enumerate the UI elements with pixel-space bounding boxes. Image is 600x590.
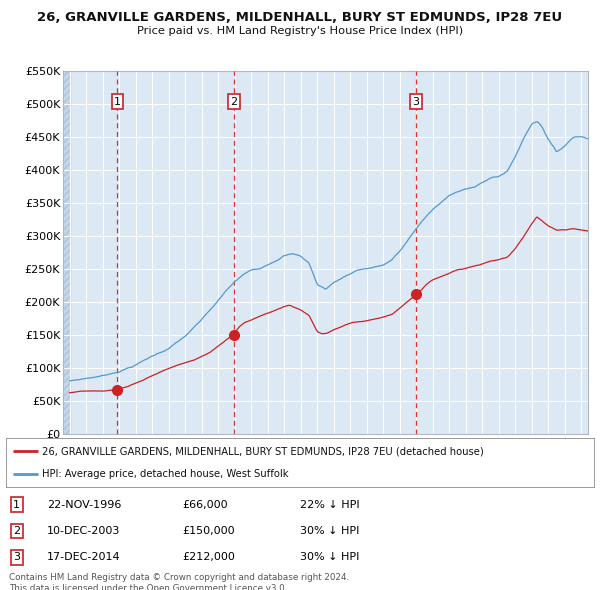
Text: Contains HM Land Registry data © Crown copyright and database right 2024.
This d: Contains HM Land Registry data © Crown c… <box>9 573 349 590</box>
Text: 30% ↓ HPI: 30% ↓ HPI <box>300 526 359 536</box>
Text: 1: 1 <box>13 500 20 510</box>
Text: 26, GRANVILLE GARDENS, MILDENHALL, BURY ST EDMUNDS, IP28 7EU (detached house): 26, GRANVILLE GARDENS, MILDENHALL, BURY … <box>43 447 484 457</box>
Text: 30% ↓ HPI: 30% ↓ HPI <box>300 552 359 562</box>
Text: 3: 3 <box>13 552 20 562</box>
Text: 1: 1 <box>114 97 121 107</box>
Text: 22% ↓ HPI: 22% ↓ HPI <box>300 500 359 510</box>
Text: £212,000: £212,000 <box>182 552 235 562</box>
Text: Price paid vs. HM Land Registry's House Price Index (HPI): Price paid vs. HM Land Registry's House … <box>137 26 463 36</box>
Text: HPI: Average price, detached house, West Suffolk: HPI: Average price, detached house, West… <box>43 468 289 478</box>
Text: 2: 2 <box>13 526 20 536</box>
Bar <box>63 71 71 434</box>
Text: £150,000: £150,000 <box>182 526 235 536</box>
Text: 2: 2 <box>230 97 238 107</box>
Text: 22-NOV-1996: 22-NOV-1996 <box>47 500 122 510</box>
Text: 17-DEC-2014: 17-DEC-2014 <box>47 552 121 562</box>
Text: 10-DEC-2003: 10-DEC-2003 <box>47 526 121 536</box>
Text: 26, GRANVILLE GARDENS, MILDENHALL, BURY ST EDMUNDS, IP28 7EU: 26, GRANVILLE GARDENS, MILDENHALL, BURY … <box>37 11 563 24</box>
Text: 3: 3 <box>412 97 419 107</box>
Text: £66,000: £66,000 <box>182 500 228 510</box>
